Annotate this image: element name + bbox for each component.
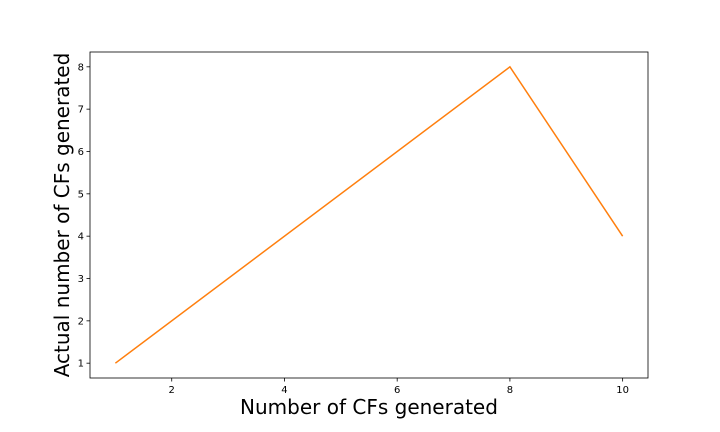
series-line — [114, 65, 624, 364]
axes-frame — [89, 51, 649, 379]
x-tick-label: 6 — [394, 385, 400, 396]
x-tick-label: 8 — [507, 385, 513, 396]
y-tick-label: 4 — [78, 232, 84, 243]
x-tick-label: 2 — [169, 385, 175, 396]
y-tick-label: 7 — [78, 105, 84, 116]
y-tick-label: 2 — [78, 316, 84, 327]
y-tick-label: 8 — [78, 62, 84, 73]
x-tick-label: 10 — [616, 385, 629, 396]
y-tick-label: 5 — [78, 189, 84, 200]
x-tick-label: 4 — [281, 385, 287, 396]
y-tick-label: 3 — [78, 274, 84, 285]
y-tick-label: 1 — [78, 359, 84, 370]
x-axis-label: Number of CFs generated — [240, 395, 498, 419]
y-axis-label: Actual number of CFs generated — [50, 53, 74, 378]
y-tick-label: 6 — [78, 147, 84, 158]
